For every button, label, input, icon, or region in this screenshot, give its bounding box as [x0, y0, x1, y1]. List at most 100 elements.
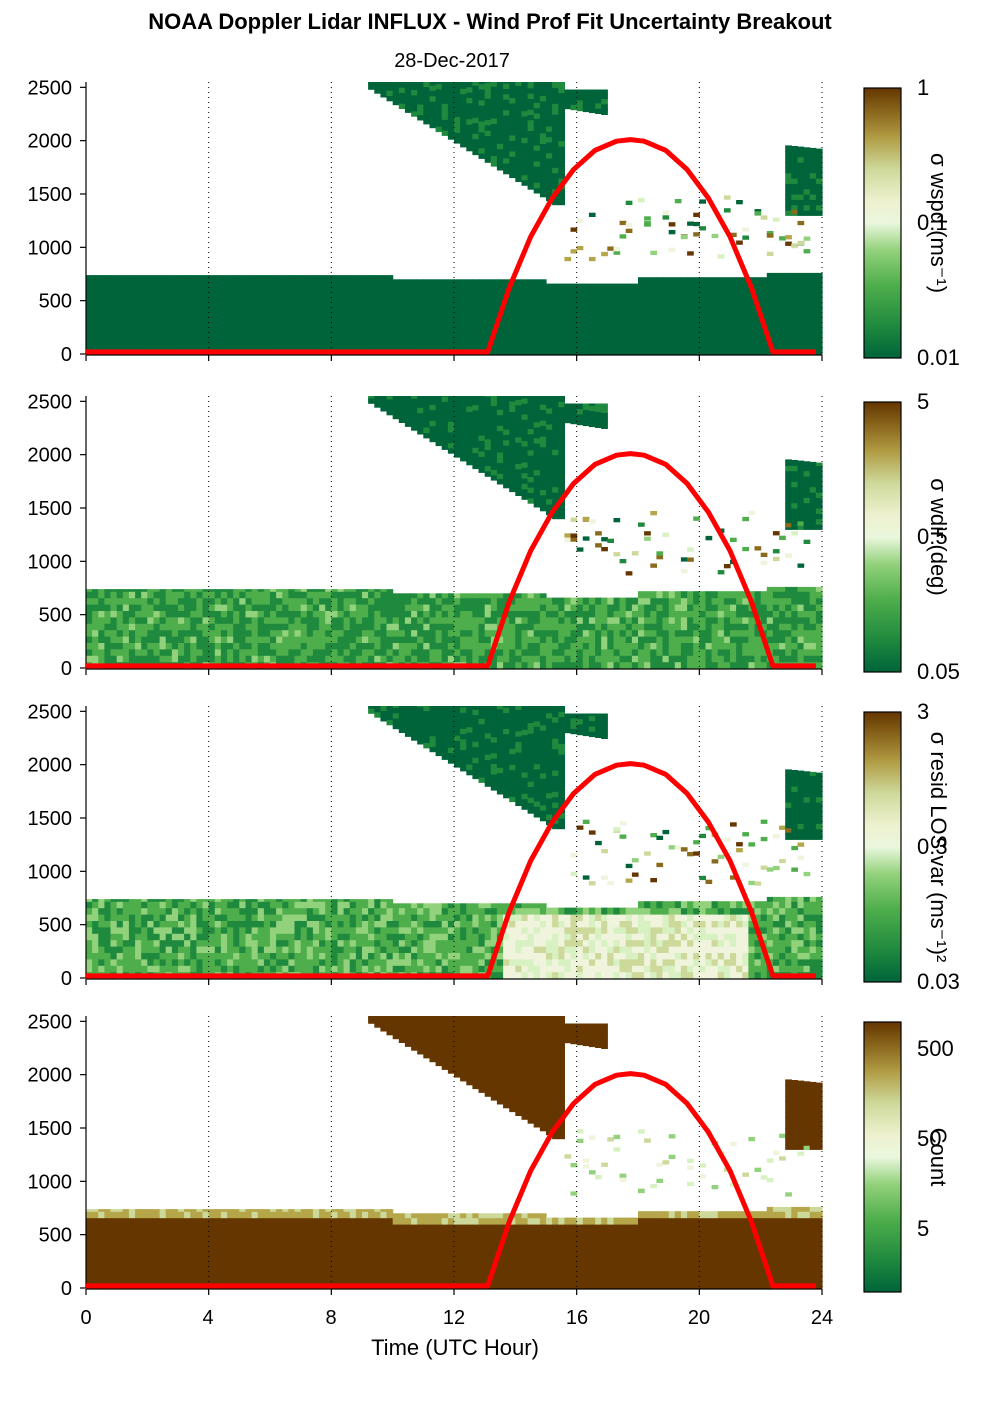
heatmap-cell: [705, 616, 713, 624]
heatmap-cell: [490, 410, 498, 417]
heatmap-cell: [263, 341, 271, 349]
heatmap-cell: [159, 315, 167, 323]
heatmap-cell: [484, 146, 492, 153]
heatmap-cell: [656, 604, 664, 611]
heatmap-cell: [349, 907, 357, 915]
heatmap-cell: [343, 952, 351, 960]
heatmap-cell: [312, 591, 320, 599]
heatmap-cell: [564, 315, 572, 323]
heatmap-cell: [417, 402, 424, 408]
heatmap-cell: [404, 328, 412, 336]
heatmap-cell: [650, 610, 657, 618]
heatmap-cell: [466, 82, 473, 88]
heatmap-cell: [159, 604, 167, 611]
heatmap-cell: [564, 406, 572, 413]
heatmap-cell: [245, 328, 253, 336]
heatmap-cell: [595, 406, 602, 412]
heatmap-cell: [791, 309, 798, 317]
heatmap-cell: [122, 901, 130, 909]
heatmap-cell: [263, 946, 271, 953]
heatmap-cell: [141, 604, 148, 611]
heatmap-cell: [674, 334, 682, 342]
heatmap-cell: [116, 899, 124, 902]
heatmap-cell: [306, 302, 314, 310]
heatmap-cell: [282, 328, 289, 336]
heatmap-cell: [668, 604, 676, 611]
heatmap-cell: [276, 328, 283, 336]
heatmap-cell: [404, 907, 412, 915]
heatmap-cell: [730, 296, 737, 304]
heatmap-cell: [220, 642, 228, 650]
heatmap-cell: [711, 315, 719, 323]
heatmap-cell: [380, 648, 388, 656]
heatmap-cell: [625, 597, 633, 605]
heatmap-cell: [392, 593, 400, 599]
heatmap-cell: [496, 441, 504, 448]
heatmap-cell: [165, 296, 173, 304]
heatmap-cell: [521, 403, 529, 410]
heatmap-cell: [564, 302, 572, 310]
heatmap-cell: [398, 315, 406, 323]
heatmap-cell: [797, 240, 805, 246]
heatmap-cell: [386, 610, 394, 618]
heatmap-cell: [392, 707, 400, 714]
heatmap-cell: [803, 597, 811, 605]
heatmap-cell: [288, 958, 296, 966]
heatmap-cell: [214, 946, 222, 953]
heatmap-cell: [159, 309, 167, 317]
heatmap-cell: [515, 85, 522, 92]
heatmap-cell: [466, 309, 473, 317]
heatmap-cell: [257, 958, 265, 966]
heatmap-cell: [779, 272, 786, 278]
heatmap-cell: [263, 277, 271, 285]
heatmap-cell: [515, 112, 522, 118]
heatmap-cell: [644, 536, 651, 541]
heatmap-cell: [122, 591, 130, 599]
heatmap-cell: [178, 610, 185, 618]
heatmap-cell: [184, 629, 191, 637]
heatmap-cell: [576, 296, 584, 304]
heatmap-cell: [447, 328, 455, 336]
heatmap-cell: [693, 322, 700, 329]
heatmap-cell: [233, 642, 240, 650]
heatmap-cell: [454, 283, 461, 291]
heatmap-cell: [300, 636, 308, 643]
heatmap-cell: [122, 315, 130, 323]
heatmap-cell: [656, 616, 664, 624]
heatmap-cell: [349, 334, 357, 342]
heatmap-cell: [178, 899, 185, 902]
heatmap-cell: [116, 648, 124, 656]
heatmap-cell: [546, 131, 553, 138]
heatmap-cell: [386, 398, 394, 405]
heatmap-cell: [533, 396, 541, 401]
heatmap-cell: [521, 451, 529, 458]
heatmap-cell: [411, 610, 418, 618]
heatmap-cell: [380, 939, 388, 947]
heatmap-cell: [815, 151, 823, 158]
heatmap-cell: [558, 130, 565, 136]
heatmap-cell: [282, 958, 289, 966]
heatmap-cell: [447, 302, 455, 310]
heatmap-cell: [460, 322, 467, 329]
heatmap-cell: [699, 347, 706, 355]
heatmap-cell: [263, 958, 271, 966]
heatmap-cell: [288, 914, 296, 921]
heatmap-cell: [527, 455, 535, 461]
heatmap-cell: [331, 914, 338, 921]
heatmap-cell: [742, 328, 749, 336]
heatmap-cell: [631, 616, 639, 624]
heatmap-cell: [582, 309, 590, 317]
heatmap-cell: [521, 413, 529, 420]
heatmap-cell: [392, 939, 400, 947]
heatmap-cell: [772, 623, 780, 631]
heatmap-cell: [650, 347, 657, 355]
heatmap-cell: [288, 946, 296, 953]
heatmap-cell: [803, 476, 811, 482]
heatmap-cell: [760, 623, 768, 631]
heatmap-cell: [423, 421, 430, 428]
heatmap-cell: [533, 496, 541, 503]
heatmap-cell: [564, 412, 572, 418]
heatmap-cell: [815, 610, 823, 618]
heatmap-cell: [404, 82, 412, 87]
heatmap-cell: [791, 146, 798, 152]
